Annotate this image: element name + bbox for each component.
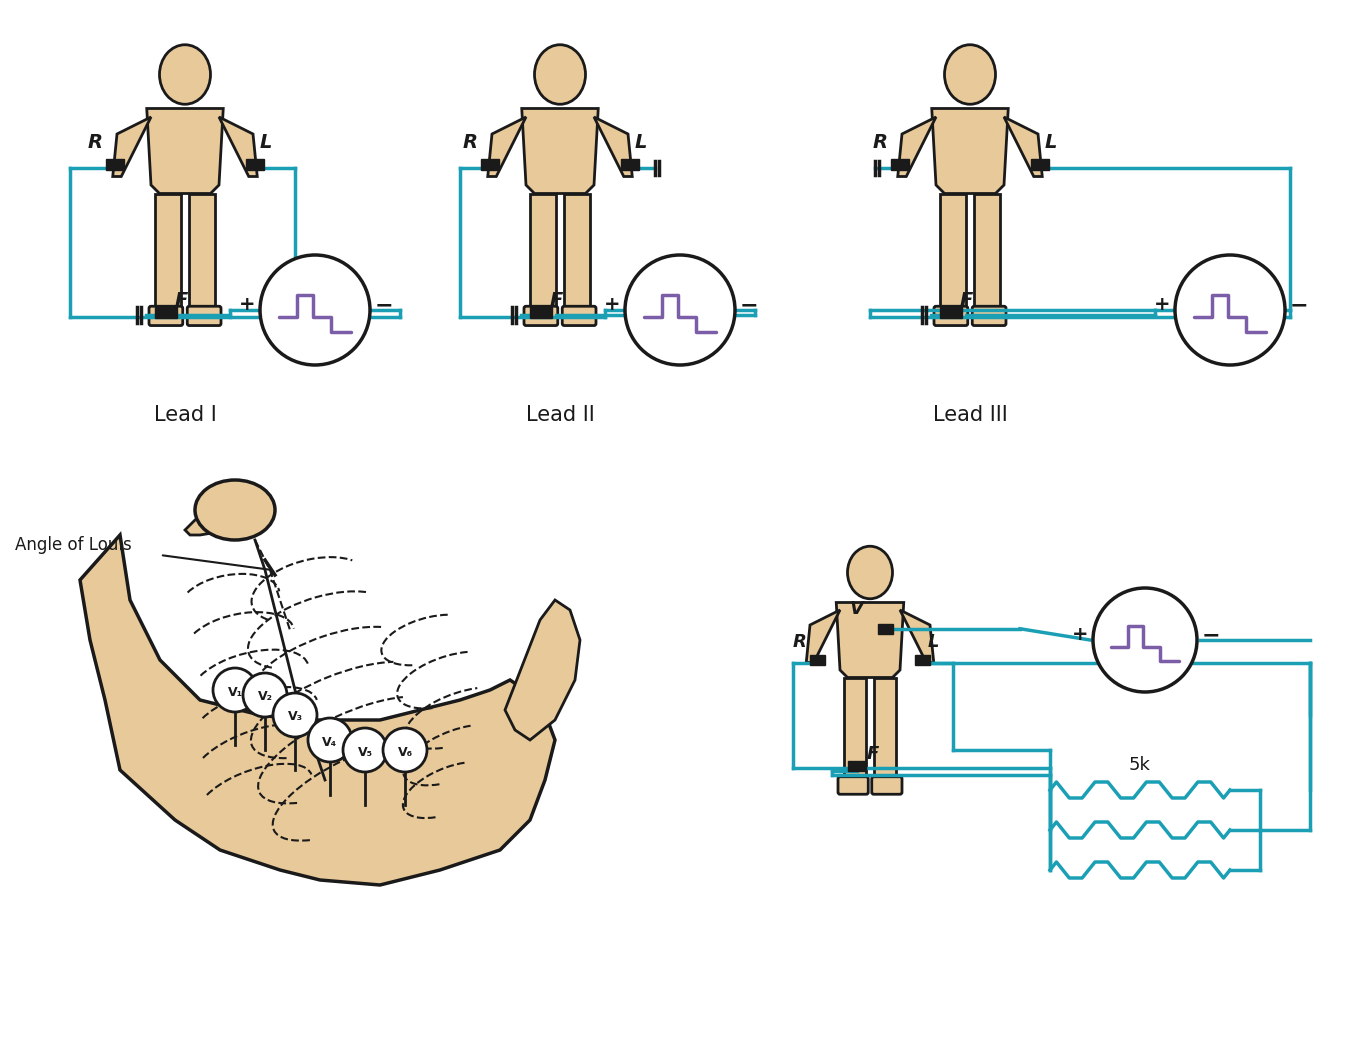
Polygon shape bbox=[974, 194, 1000, 313]
Polygon shape bbox=[189, 194, 215, 313]
Text: V₄: V₄ bbox=[322, 735, 337, 749]
Polygon shape bbox=[113, 117, 151, 176]
FancyBboxPatch shape bbox=[524, 307, 558, 325]
Polygon shape bbox=[522, 108, 598, 194]
Bar bbox=[620, 159, 639, 170]
FancyBboxPatch shape bbox=[972, 307, 1006, 325]
Polygon shape bbox=[940, 194, 966, 313]
Text: V₃: V₃ bbox=[287, 710, 302, 724]
FancyBboxPatch shape bbox=[838, 777, 868, 795]
FancyBboxPatch shape bbox=[188, 307, 220, 325]
Ellipse shape bbox=[534, 45, 586, 104]
Text: V: V bbox=[850, 600, 864, 617]
Circle shape bbox=[214, 668, 257, 712]
Bar bbox=[481, 159, 499, 170]
Text: −: − bbox=[740, 295, 759, 315]
Text: −: − bbox=[1202, 625, 1221, 645]
Bar bbox=[1031, 159, 1049, 170]
Polygon shape bbox=[873, 678, 896, 782]
Text: R: R bbox=[793, 633, 806, 651]
Polygon shape bbox=[80, 535, 555, 886]
FancyBboxPatch shape bbox=[562, 307, 596, 325]
Circle shape bbox=[1175, 254, 1285, 365]
Text: V₁: V₁ bbox=[227, 685, 242, 699]
Polygon shape bbox=[219, 117, 257, 176]
Bar bbox=[811, 655, 826, 665]
Polygon shape bbox=[147, 108, 223, 194]
Circle shape bbox=[243, 673, 287, 717]
Bar bbox=[915, 655, 930, 665]
Polygon shape bbox=[155, 194, 181, 313]
Bar bbox=[155, 308, 177, 318]
Text: R: R bbox=[462, 132, 477, 151]
Bar bbox=[530, 308, 552, 318]
Text: +: + bbox=[1153, 295, 1170, 315]
Bar bbox=[106, 159, 124, 170]
Polygon shape bbox=[806, 610, 840, 662]
Text: V₆: V₆ bbox=[397, 746, 412, 758]
Text: 5k: 5k bbox=[1129, 756, 1151, 774]
Text: F: F bbox=[174, 291, 188, 310]
Ellipse shape bbox=[194, 480, 275, 540]
Circle shape bbox=[260, 254, 370, 365]
Ellipse shape bbox=[159, 45, 211, 104]
Text: +: + bbox=[604, 295, 620, 315]
Bar bbox=[877, 624, 892, 634]
Text: Lead I: Lead I bbox=[154, 405, 216, 425]
Circle shape bbox=[307, 718, 352, 762]
Bar bbox=[940, 308, 963, 318]
Text: F: F bbox=[549, 291, 563, 310]
Polygon shape bbox=[932, 108, 1008, 194]
Circle shape bbox=[343, 728, 388, 772]
Bar bbox=[847, 760, 865, 771]
Circle shape bbox=[626, 254, 734, 365]
Text: L: L bbox=[1044, 132, 1057, 151]
Polygon shape bbox=[836, 603, 904, 678]
Polygon shape bbox=[488, 117, 526, 176]
Polygon shape bbox=[594, 117, 632, 176]
FancyBboxPatch shape bbox=[872, 777, 902, 795]
Circle shape bbox=[384, 728, 427, 772]
Polygon shape bbox=[185, 505, 265, 535]
Text: Lead II: Lead II bbox=[525, 405, 594, 425]
Polygon shape bbox=[843, 678, 866, 782]
Polygon shape bbox=[898, 117, 936, 176]
Text: L: L bbox=[635, 132, 647, 151]
Text: −: − bbox=[375, 295, 393, 315]
Text: +: + bbox=[1072, 626, 1088, 645]
FancyBboxPatch shape bbox=[150, 307, 182, 325]
Ellipse shape bbox=[944, 45, 996, 104]
Polygon shape bbox=[1004, 117, 1042, 176]
Bar bbox=[891, 159, 910, 170]
Text: L: L bbox=[928, 633, 938, 651]
Text: −: − bbox=[1291, 295, 1308, 315]
Polygon shape bbox=[530, 194, 556, 313]
Circle shape bbox=[1093, 588, 1197, 692]
Text: R: R bbox=[87, 132, 102, 151]
Text: V₂: V₂ bbox=[257, 690, 272, 703]
Bar bbox=[246, 159, 264, 170]
Text: F: F bbox=[866, 745, 879, 762]
Text: +: + bbox=[238, 295, 256, 315]
Text: R: R bbox=[872, 132, 887, 151]
Text: Lead III: Lead III bbox=[933, 405, 1008, 425]
Polygon shape bbox=[900, 610, 934, 662]
Circle shape bbox=[273, 693, 317, 737]
Polygon shape bbox=[564, 194, 590, 313]
Ellipse shape bbox=[847, 547, 892, 599]
Polygon shape bbox=[505, 600, 579, 739]
Text: F: F bbox=[959, 291, 972, 310]
Text: V₅: V₅ bbox=[358, 746, 373, 758]
FancyBboxPatch shape bbox=[934, 307, 968, 325]
Text: L: L bbox=[260, 132, 272, 151]
Text: Angle of Louis: Angle of Louis bbox=[15, 536, 132, 554]
